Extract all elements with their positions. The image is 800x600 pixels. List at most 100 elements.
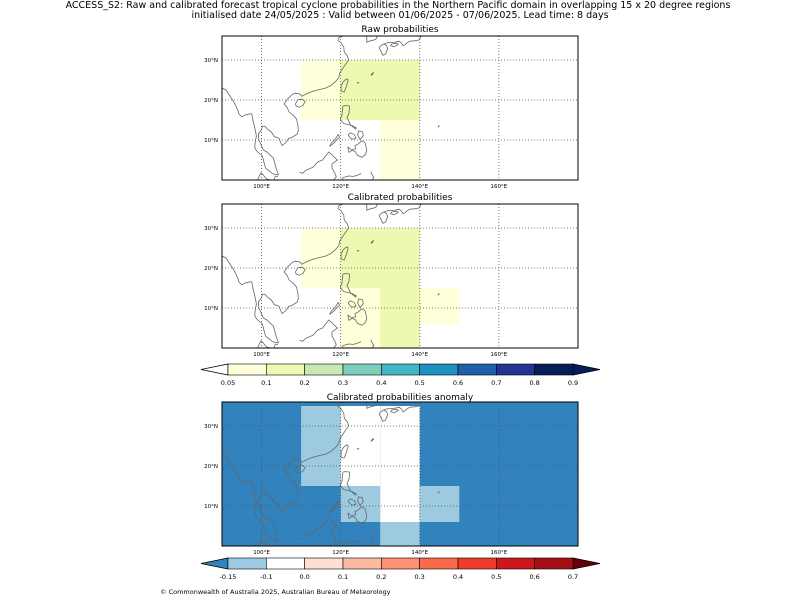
- coastline: [357, 298, 364, 309]
- coastline: [365, 402, 379, 409]
- probability-cell: [301, 406, 341, 486]
- colorbar-segment: [266, 363, 305, 376]
- colorbar-segment: [342, 557, 382, 570]
- coastline: [383, 402, 422, 413]
- colorbar-segment: [266, 557, 305, 570]
- colorbar-tick-label: 0.9: [568, 379, 578, 387]
- gridlines: [222, 204, 578, 348]
- probability-cell: [380, 120, 420, 180]
- colorbar-segment: [534, 363, 574, 376]
- colorbar-segment: [381, 363, 420, 376]
- coastline: [370, 537, 375, 546]
- coastline: [222, 402, 350, 542]
- coastline: [347, 140, 368, 158]
- coastline: [299, 517, 338, 546]
- coastline: [370, 171, 375, 180]
- coastline: [370, 72, 374, 76]
- coastline: [437, 491, 440, 494]
- coastline: [339, 273, 357, 298]
- coastline: [383, 204, 422, 215]
- colorbar-segment: [457, 557, 497, 570]
- coastlines: [222, 402, 440, 546]
- colorbar-segment: [419, 557, 459, 570]
- colorbar-tick-label: 0.2: [299, 379, 309, 387]
- longitude-tick-label: 120°E: [332, 184, 349, 190]
- probability-cell: [340, 486, 381, 522]
- colorbar-segment: [534, 557, 574, 570]
- panel-title: Calibrated probabilities: [348, 193, 453, 203]
- longitude-tick-label: 140°E: [411, 352, 428, 358]
- coastline: [222, 36, 350, 176]
- coastline: [340, 246, 349, 261]
- longitude-tick-label: 160°E: [491, 352, 508, 358]
- colorbar-segment: [342, 363, 382, 376]
- colorbar-tick-label: 0.5: [414, 379, 424, 387]
- coastline: [273, 175, 279, 180]
- coastline: [383, 36, 422, 47]
- coastline: [341, 341, 362, 348]
- coastline: [295, 98, 306, 108]
- colorbar-segment: [457, 363, 497, 376]
- coastline: [378, 43, 389, 56]
- colorbar-tick-label: 0.3: [414, 573, 424, 581]
- probability-colorbar: 0.05 0.1 0.2 0.3 0.4 0.5 0.6 0.7 0.8 0.9: [200, 363, 601, 387]
- coastline: [378, 211, 389, 224]
- colorbar-extend-high: [572, 557, 601, 570]
- coastline: [257, 340, 276, 348]
- latitude-tick-label: 10°N: [204, 306, 218, 312]
- coastline: [378, 409, 389, 422]
- colorbar-segment: [419, 363, 459, 376]
- coastline: [370, 339, 375, 348]
- coastline: [357, 496, 364, 507]
- coastline: [341, 539, 362, 546]
- colorbar-tick-label: 0.7: [491, 379, 501, 387]
- longitude-tick-label: 120°E: [332, 550, 349, 556]
- coastline: [390, 408, 399, 414]
- colorbar-segment: [496, 363, 535, 376]
- probability-cell: [419, 486, 460, 522]
- calibrated-probabilities-panel: 100°E 120°E 140°E 160°E 10°N 20°N 30°N Calibrat…: [204, 193, 579, 358]
- colorbar-tick-label: 0.2: [376, 573, 386, 581]
- coastline: [340, 444, 349, 459]
- probability-cell: [380, 406, 420, 522]
- longitude-tick-label: 100°E: [253, 550, 270, 556]
- coastline: [339, 471, 357, 496]
- coastline: [347, 300, 357, 308]
- coastline: [347, 132, 357, 140]
- coastline: [341, 173, 362, 180]
- probability-cell: [340, 60, 420, 120]
- colorbar-segment: [304, 363, 344, 376]
- calibrated-anomaly-panel: 100°E 120°E 140°E 160°E 10°N 20°N 30°N Calibrat…: [204, 393, 579, 556]
- colorbar-tick-label: 0.6: [453, 379, 463, 387]
- colorbar-tick-label: 0.5: [491, 573, 501, 581]
- longitude-tick-label: 140°E: [411, 184, 428, 190]
- colorbar-segment: [227, 557, 267, 570]
- colorbar-segment: [381, 557, 420, 570]
- probability-cell: [380, 288, 420, 348]
- colorbar-tick-label: 0.6: [529, 573, 539, 581]
- longitude-tick-label: 160°E: [491, 184, 508, 190]
- coastline: [437, 125, 440, 128]
- latitude-tick-label: 30°N: [204, 424, 218, 430]
- coastline: [299, 151, 338, 180]
- coastline: [257, 172, 276, 180]
- longitude-tick-label: 120°E: [332, 352, 349, 358]
- colorbar-extend-low: [200, 557, 229, 570]
- coastline: [357, 130, 364, 141]
- coastline: [295, 266, 306, 276]
- colorbar-segment: [304, 557, 344, 570]
- latitude-tick-label: 10°N: [204, 138, 218, 144]
- colorbar-tick-label: 0.3: [338, 379, 348, 387]
- probability-cell: [340, 288, 381, 348]
- coastline: [347, 308, 368, 326]
- colorbar-segment: [227, 363, 267, 376]
- coastline: [329, 133, 340, 147]
- coastline: [357, 448, 360, 450]
- probability-cell: [380, 522, 420, 546]
- coastline: [357, 250, 360, 252]
- coastline: [370, 437, 374, 442]
- longitude-tick-label: 100°E: [253, 352, 270, 358]
- latitude-tick-label: 30°N: [204, 226, 218, 232]
- colorbar-extend-low: [200, 363, 229, 376]
- coastline: [347, 506, 368, 524]
